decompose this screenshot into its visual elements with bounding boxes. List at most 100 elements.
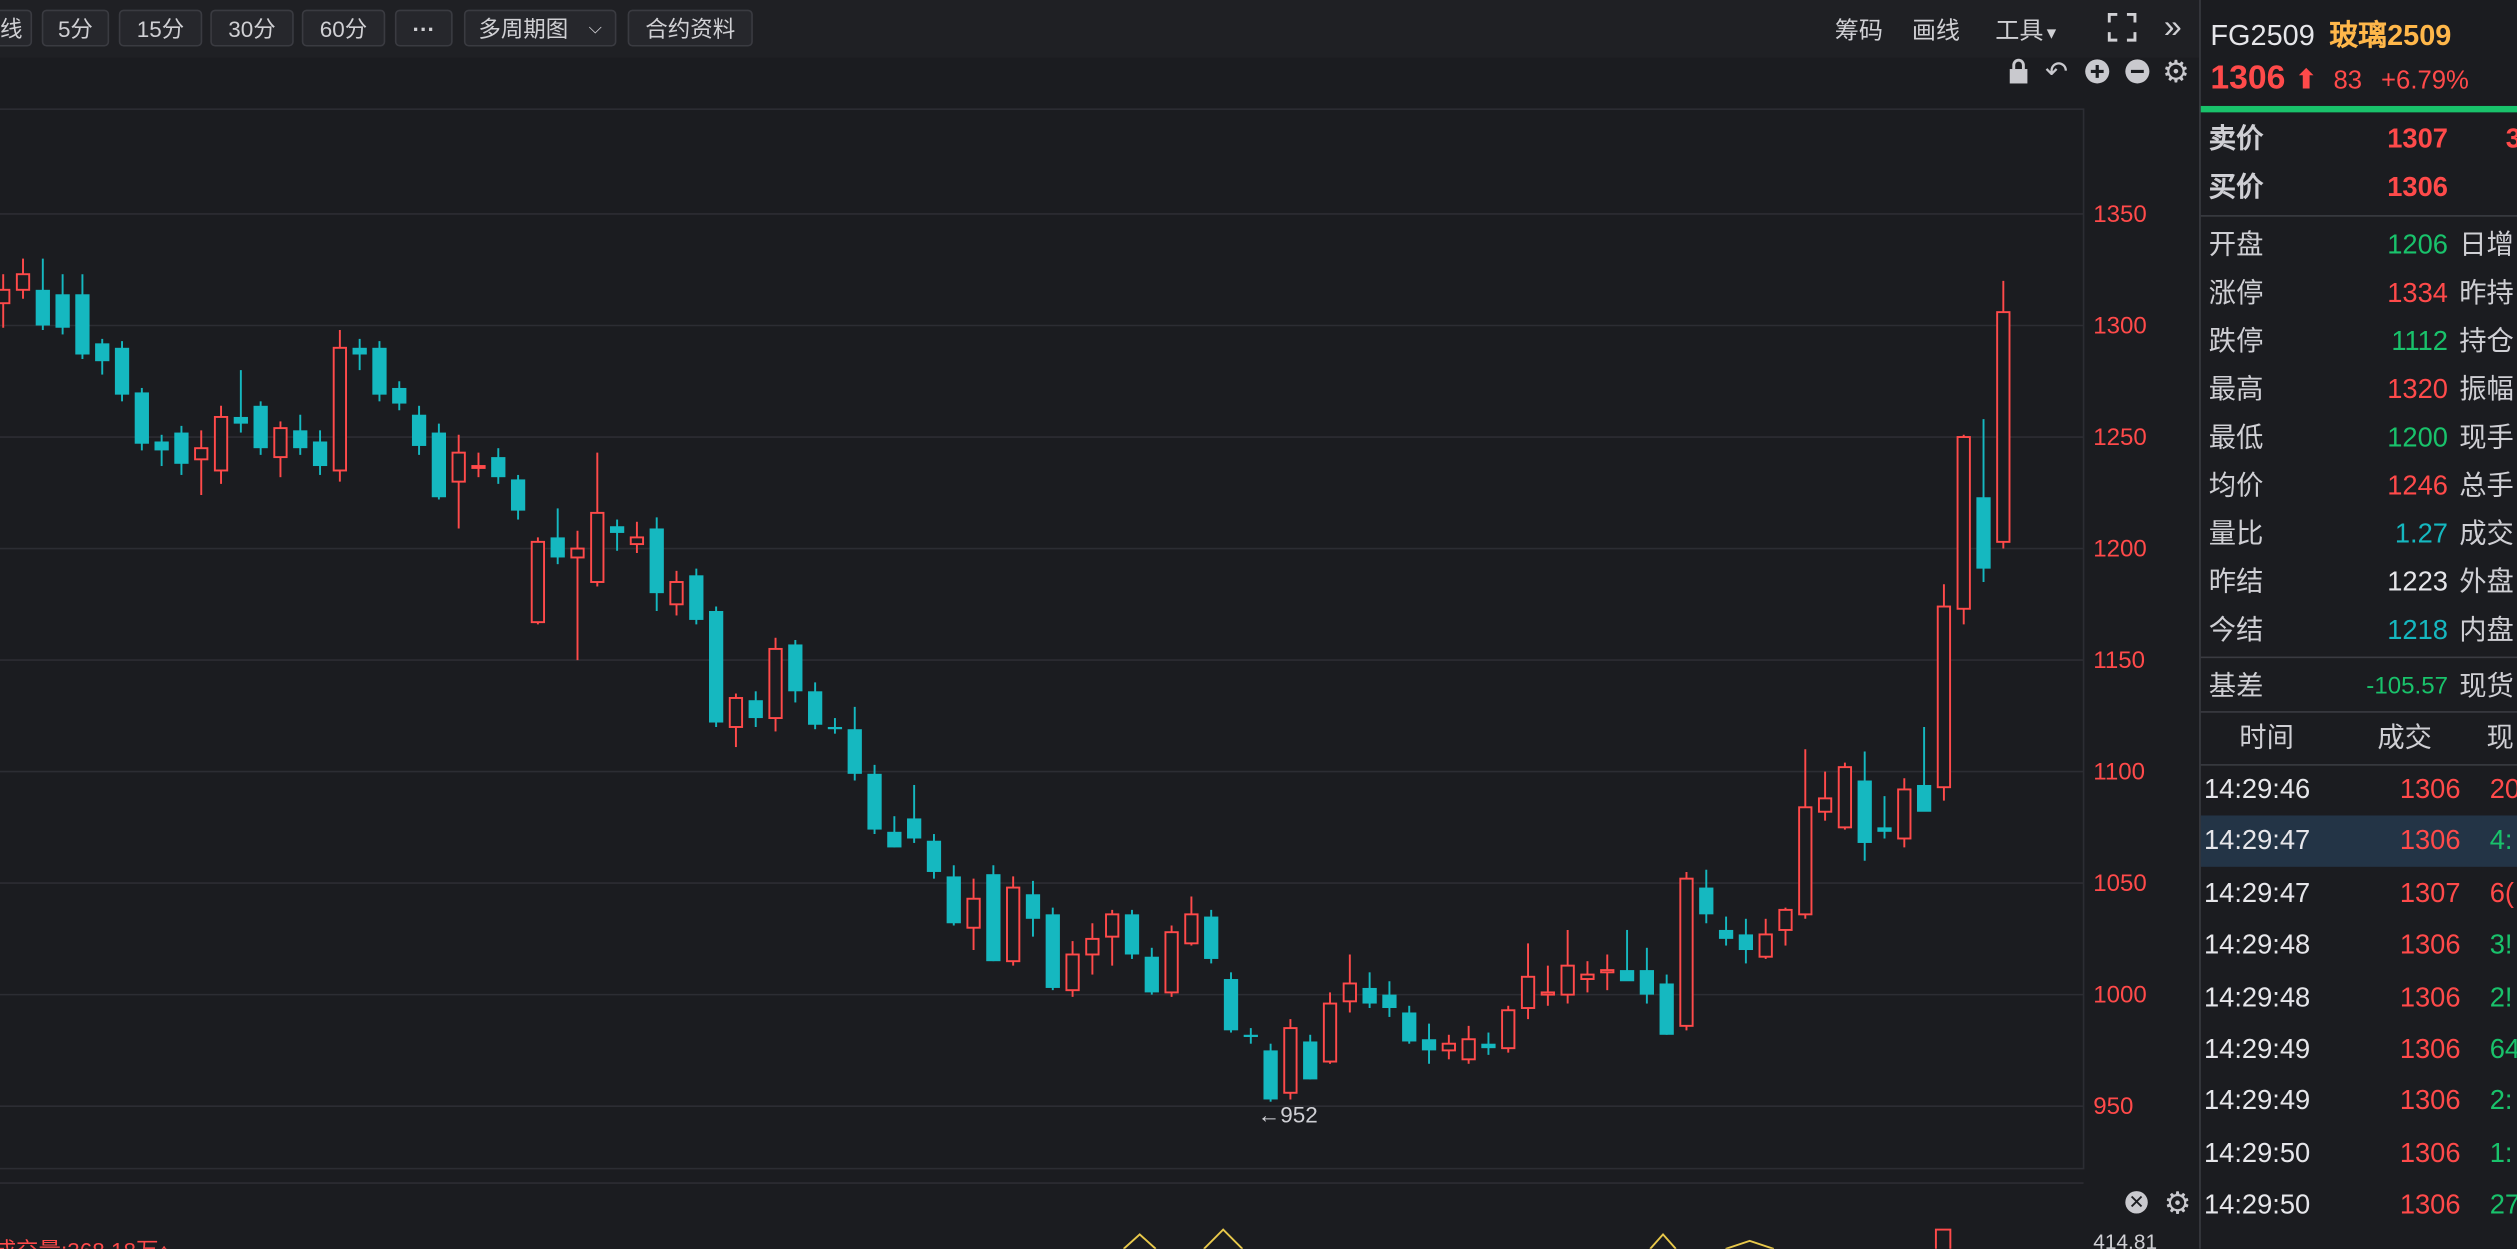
undo-icon[interactable]: ↶ (2045, 56, 2068, 87)
candle-body (1798, 806, 1813, 916)
tick-price: 1306 (2399, 929, 2461, 961)
price-change-pct: +6.79% (2381, 67, 2469, 95)
candle-body (1243, 1034, 1258, 1038)
candlesticks: ←952 (0, 258, 2011, 1128)
kline-chart[interactable]: 1350 1300 1250 1200 1150 1100 1050 1000 950 ←952 (0, 58, 2199, 1249)
tick-row[interactable]: 14:29:49 1306 64 (2201, 1024, 2517, 1075)
contract-code: FG2509 (2210, 19, 2315, 52)
tick-row[interactable]: 14:29:50 1306 27 (2201, 1180, 2517, 1231)
tick-time: 14:29:49 (2203, 1085, 2311, 1117)
candle (1600, 954, 1615, 991)
candle (392, 381, 407, 411)
candle (867, 764, 882, 835)
tick-row[interactable]: 14:29:48 1306 2! (2201, 972, 2517, 1023)
candle (194, 430, 209, 496)
candle-body (510, 479, 526, 511)
candle-body (1936, 605, 1952, 789)
fullscreen-icon[interactable] (2106, 11, 2138, 50)
tick-row[interactable]: 14:29:48 1306 3! (2201, 920, 2517, 971)
tick-price: 1306 (2399, 825, 2461, 857)
candle-body (1322, 1002, 1338, 1063)
volume-ma-line (1123, 1228, 1775, 1249)
y-tick-label: 1050 (2093, 870, 2147, 897)
period-5min-button[interactable]: 5分 (41, 9, 110, 47)
tick-row[interactable]: 14:29:47 1306 4: (2200, 816, 2517, 868)
candle-body (451, 451, 466, 483)
candle (788, 639, 803, 703)
candle (1204, 909, 1219, 964)
candle-body (1600, 969, 1615, 974)
stat-label-secondary: 持仓 (2459, 325, 2514, 357)
tick-volume: 1: (2489, 1137, 2513, 1169)
candle (332, 329, 347, 482)
candle-body (1540, 991, 1555, 996)
candle (570, 530, 585, 661)
tick-price: 1306 (2399, 1189, 2461, 1221)
tools-dropdown[interactable]: 工具▼ (1995, 13, 2059, 47)
draw-line-button[interactable]: 画线 (1911, 17, 1961, 45)
multi-period-dropdown[interactable]: 多周期图 ⌵ (463, 9, 617, 47)
stat-value: 1206 (2387, 229, 2448, 261)
candle-body (1362, 987, 1377, 1004)
candle-body (649, 528, 664, 594)
chip-distribution-button[interactable]: 筹码 (1834, 17, 1883, 45)
candle (1738, 918, 1754, 964)
stat-row: 最低 1200 现手 (2201, 414, 2517, 462)
candle (1897, 778, 1912, 848)
tick-volume: 20 (2489, 773, 2517, 805)
candle-body (1402, 1012, 1417, 1042)
tick-row[interactable]: 14:29:49 1306 2: (2201, 1076, 2517, 1127)
stat-label-secondary: 成交 (2459, 518, 2514, 549)
candle (1105, 909, 1120, 966)
tick-time: 14:29:48 (2203, 981, 2311, 1013)
lock-icon[interactable] (2007, 58, 2031, 92)
zoom-in-icon[interactable] (2084, 58, 2111, 92)
candle-body (1501, 1009, 1516, 1050)
tick-time: 14:29:47 (2203, 877, 2311, 909)
volume-value: 成交量:368.18万 (0, 1238, 158, 1249)
close-indicator-icon[interactable]: ✕ (2125, 1191, 2148, 1214)
contract-name: 玻璃2509 (2329, 19, 2452, 52)
tick-price: 1306 (2399, 981, 2461, 1013)
zoom-out-icon[interactable] (2124, 58, 2151, 92)
candle-body (590, 511, 605, 583)
tick-price: 1306 (2399, 1137, 2461, 1169)
indicator-settings-gear-icon[interactable]: ⚙ (2163, 1187, 2192, 1222)
period-15min-button[interactable]: 15分 (118, 9, 203, 47)
last-price: 1306 (2210, 59, 2286, 97)
candle (1481, 1032, 1496, 1055)
candle (1619, 929, 1635, 982)
candle (134, 387, 149, 451)
stat-row: 量比 1.27 成交 (2201, 510, 2517, 558)
stat-value: 1200 (2387, 422, 2448, 453)
settings-gear-icon[interactable]: ⚙ (2162, 56, 2190, 90)
candle (946, 865, 961, 926)
candle (926, 834, 942, 879)
period-line-button[interactable]: 线 (0, 9, 33, 47)
candle-body (1659, 983, 1674, 1035)
period-60min-button[interactable]: 60分 (301, 9, 386, 47)
contract-info-button[interactable]: 合约资料 (627, 9, 753, 47)
price-change: 83 (2333, 67, 2363, 95)
candle (1184, 896, 1199, 946)
bid-price: 1306 (2387, 171, 2448, 203)
more-periods-button[interactable]: ··· (394, 9, 453, 47)
candle-body (768, 647, 783, 720)
tick-row[interactable]: 14:29:46 1306 20 (2201, 764, 2517, 815)
candle-body (1976, 497, 1991, 569)
stat-label-secondary: 昨持 (2459, 277, 2514, 309)
tick-row[interactable]: 14:29:50 1306 1: (2201, 1128, 2517, 1179)
chevron-double-right-icon[interactable]: » (2163, 9, 2182, 45)
plot-frame (0, 108, 2085, 1170)
candle-body (1184, 913, 1199, 945)
candle (95, 338, 110, 375)
volume-bar (1934, 1228, 1952, 1249)
tick-row[interactable]: 14:29:47 1307 6( (2201, 868, 2517, 919)
price-ratio-bar (2200, 105, 2517, 113)
stat-value: 1223 (2387, 566, 2448, 598)
candle-body (788, 644, 803, 692)
candle-body (1283, 1027, 1298, 1094)
candle-body (1580, 973, 1595, 980)
period-30min-button[interactable]: 30分 (210, 9, 294, 47)
tick-price: 1307 (2399, 877, 2461, 909)
